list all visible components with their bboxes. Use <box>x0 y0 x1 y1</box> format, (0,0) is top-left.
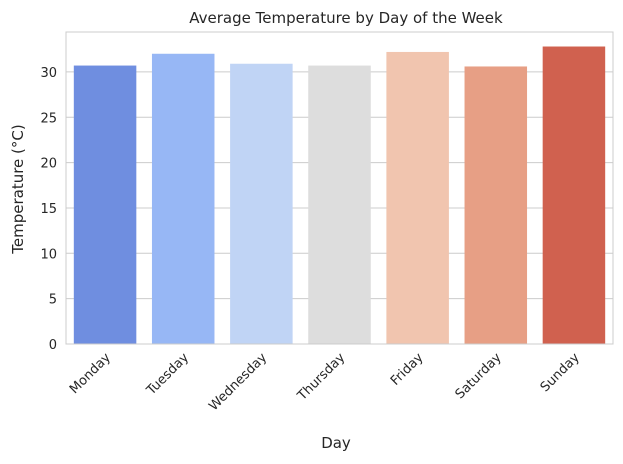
plot-frame <box>65 31 614 345</box>
y-tick-label: 25 <box>40 111 57 126</box>
y-tick-label: 15 <box>40 202 57 217</box>
chart-title: Average Temperature by Day of the Week <box>189 9 503 27</box>
x-tick-label: Friday <box>388 350 427 389</box>
x-tick-label: Monday <box>67 350 114 397</box>
y-tick-label: 10 <box>40 247 57 262</box>
bars <box>73 46 606 344</box>
bar-sunday <box>542 46 606 344</box>
x-tick-label: Sunday <box>538 350 583 395</box>
x-tick-label: Thursday <box>294 350 348 404</box>
bar-monday <box>73 65 137 344</box>
y-tick-label: 5 <box>49 293 57 308</box>
y-tick-label: 0 <box>49 338 57 353</box>
bar-friday <box>386 51 449 344</box>
y-tick-label: 20 <box>40 157 57 172</box>
x-tick-labels: Monday Tuesday Wednesday Thursday Friday Satu… <box>67 350 583 414</box>
x-tick-label: Wednesday <box>206 350 270 414</box>
x-tick-label: Tuesday <box>143 350 192 399</box>
bar-thursday <box>308 65 371 344</box>
bar-wednesday <box>230 63 293 344</box>
x-tick-label: Saturday <box>453 350 505 402</box>
y-tick-labels: 0 5 10 15 20 25 30 <box>40 66 57 353</box>
bar-tuesday <box>151 53 215 344</box>
bar-saturday <box>464 66 528 344</box>
x-axis-label: Day <box>321 434 351 452</box>
y-tick-label: 30 <box>40 66 57 81</box>
y-axis-label: Temperature (°C) <box>9 124 27 254</box>
